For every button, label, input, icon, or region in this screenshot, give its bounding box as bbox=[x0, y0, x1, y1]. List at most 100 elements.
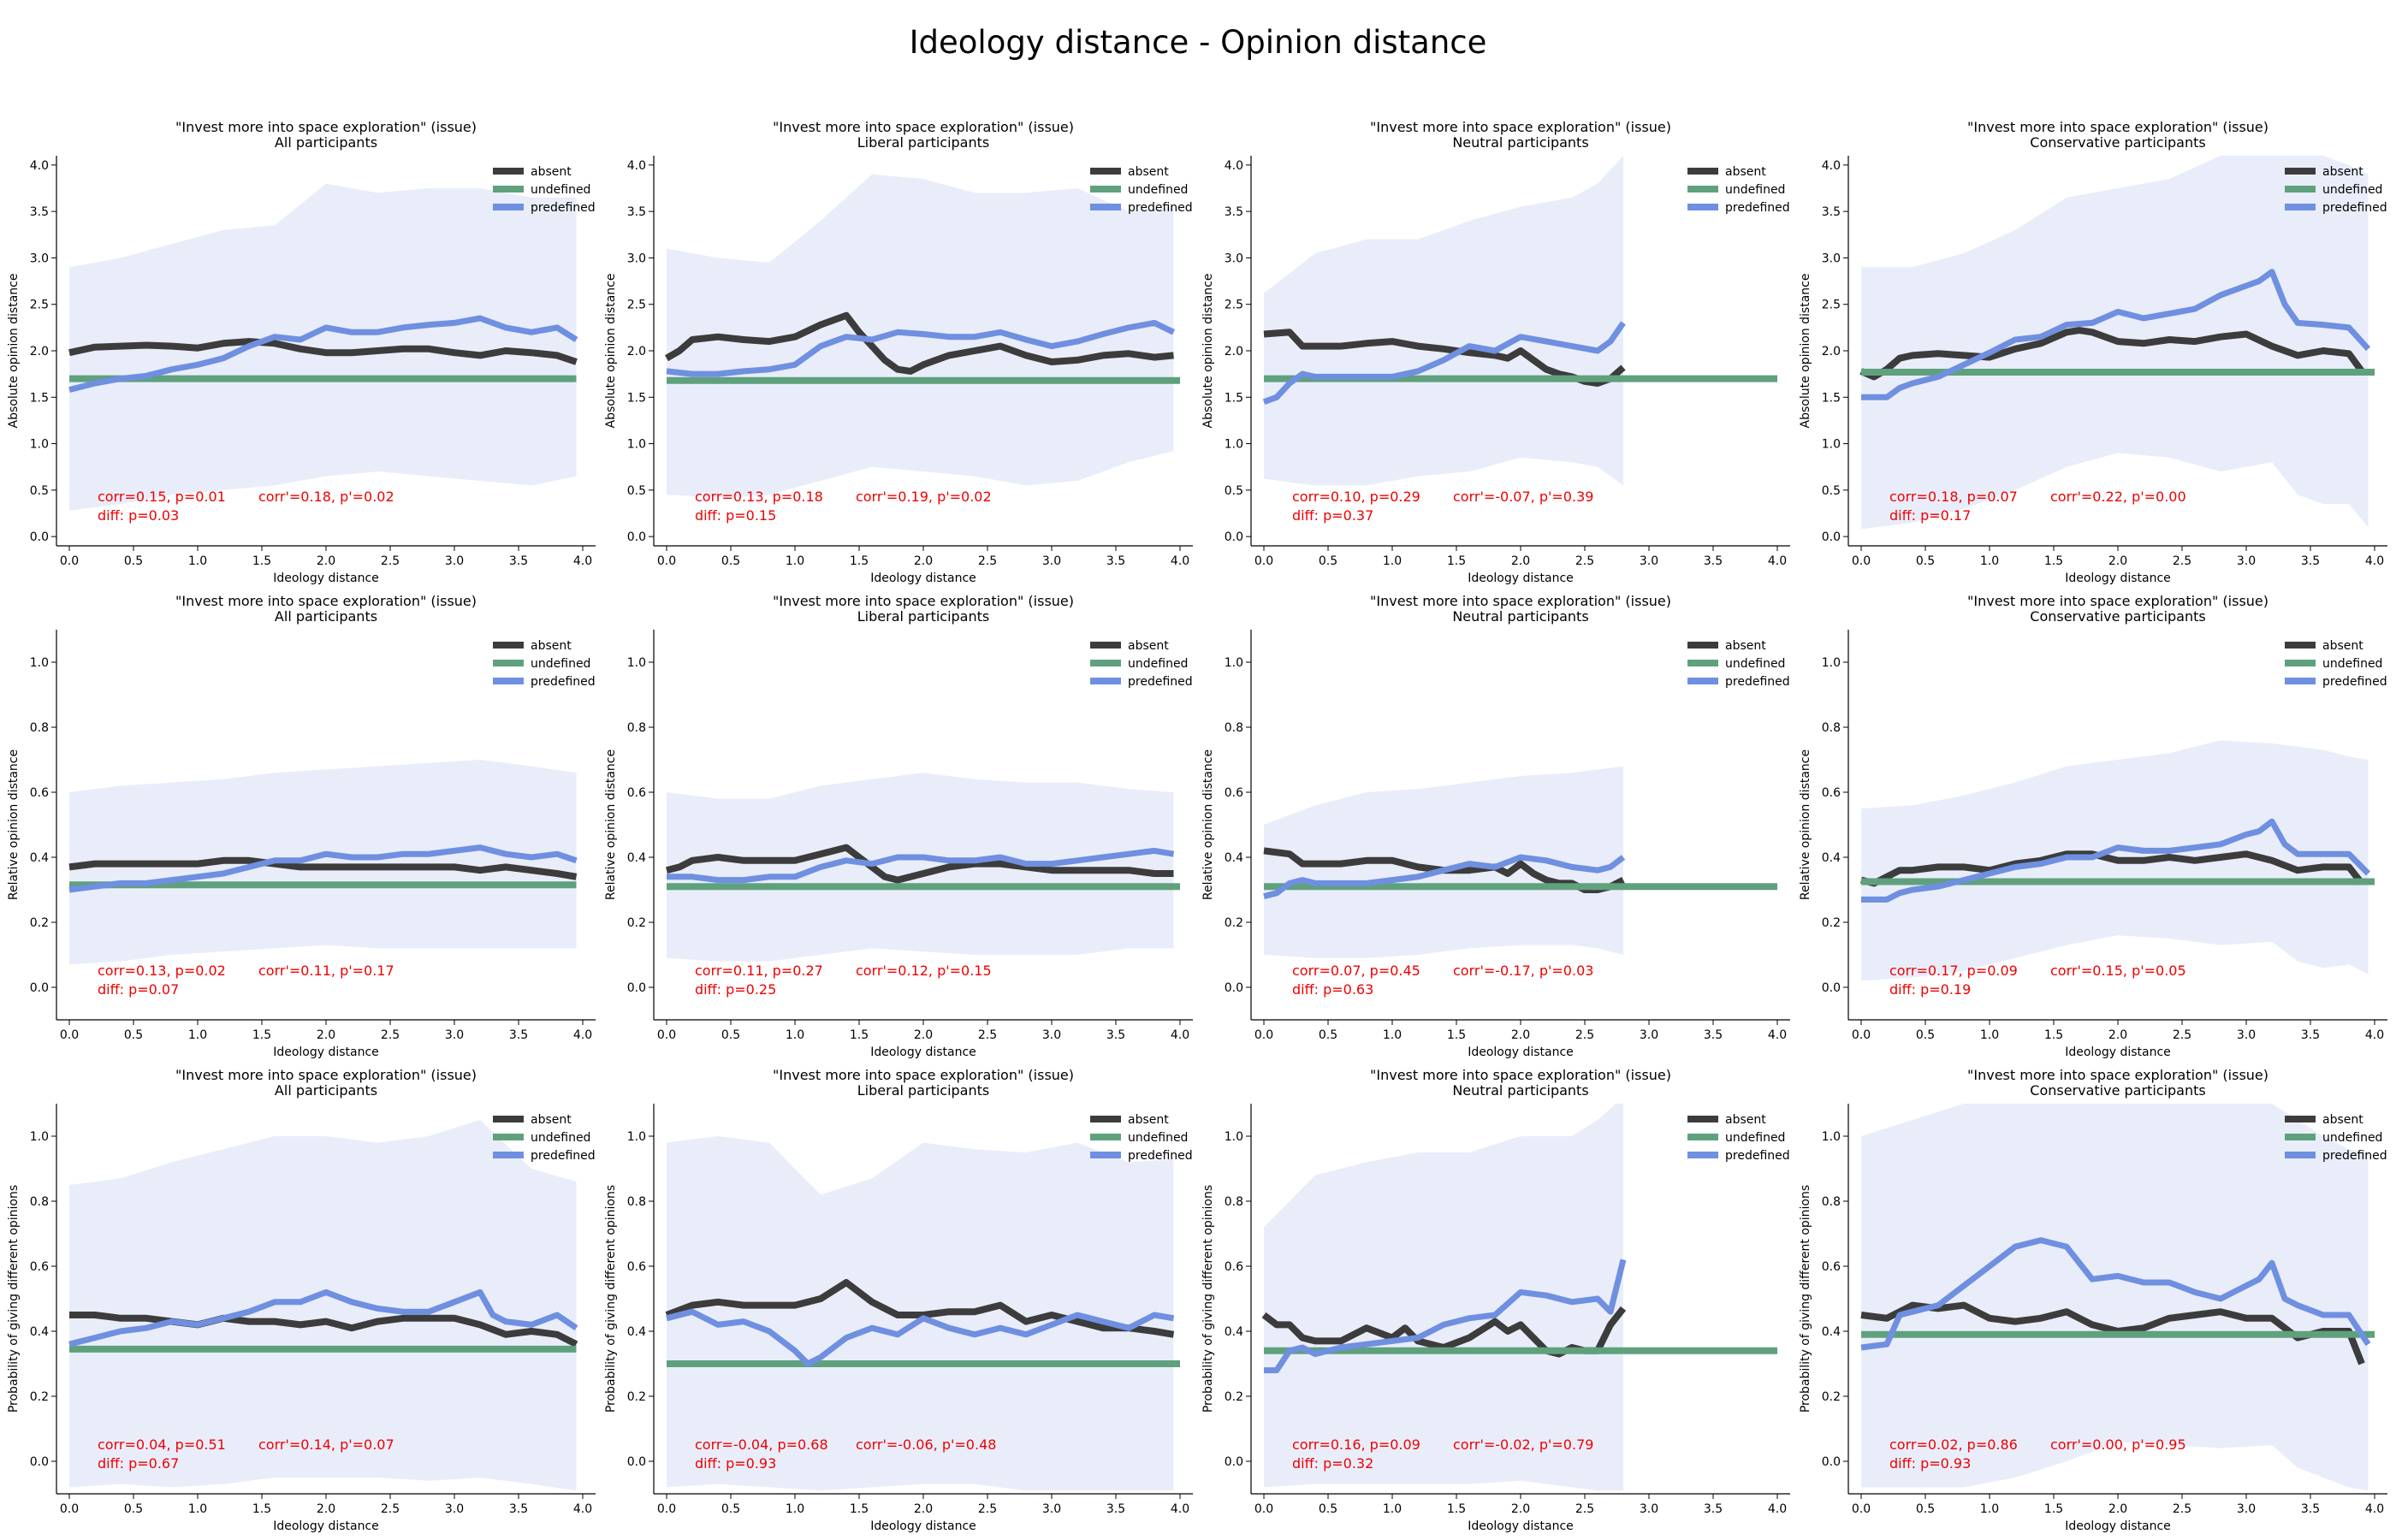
x-axis-label: Ideology distance bbox=[273, 572, 379, 585]
x-tick-label: 1.0 bbox=[1980, 1502, 1999, 1516]
x-tick-label: 0.0 bbox=[657, 1028, 676, 1042]
series-line-absent bbox=[68, 338, 578, 365]
x-tick-label: 0.0 bbox=[657, 554, 676, 568]
x-axis-label: Ideology distance bbox=[870, 572, 976, 585]
y-tick-label: 0.4 bbox=[1822, 851, 1841, 865]
y-tick-label: 1.0 bbox=[30, 1130, 49, 1144]
stats-corr-prime: corr'=0.19, p'=0.02 bbox=[856, 489, 992, 505]
y-tick-label: 0.4 bbox=[30, 851, 49, 865]
y-tick-label: 0.0 bbox=[1822, 530, 1841, 544]
y-axis-label: Relative opinion distance bbox=[1201, 749, 1215, 900]
chart-subtitle: All participants bbox=[275, 1082, 377, 1099]
y-tick-label: 0.0 bbox=[1225, 981, 1243, 995]
x-tick-label: 2.5 bbox=[2173, 1502, 2191, 1516]
y-axis-label: Probability of giving different opinions bbox=[1799, 1185, 1812, 1413]
legend-label-absent: absent bbox=[1725, 639, 1766, 653]
x-tick-label: 1.0 bbox=[1980, 1028, 1999, 1042]
chart-panel-8: "Invest more into space exploration" (is… bbox=[1799, 593, 2387, 1059]
stats-corr-prime: corr'=0.18, p'=0.02 bbox=[258, 489, 394, 505]
legend-label-predefined: predefined bbox=[1725, 201, 1790, 215]
x-tick-label: 3.5 bbox=[1704, 1502, 1723, 1516]
stats-corr: corr=0.15, p=0.01 bbox=[98, 489, 226, 505]
series-line-predefined bbox=[1861, 818, 2370, 903]
x-tick-label: 2.0 bbox=[914, 554, 933, 568]
y-tick-label: 0.5 bbox=[1822, 484, 1841, 498]
stats-corr-prime: corr'=0.00, p'=0.95 bbox=[2050, 1436, 2186, 1453]
stats-corr: corr=0.16, p=0.09 bbox=[1292, 1436, 1420, 1453]
stats-diff: diff: p=0.07 bbox=[98, 981, 179, 998]
chart-subtitle: Conservative participants bbox=[2030, 1082, 2205, 1099]
stats-diff: diff: p=0.25 bbox=[695, 981, 776, 998]
stats-corr-prime: corr'=0.15, p'=0.05 bbox=[2050, 962, 2186, 979]
x-tick-label: 0.0 bbox=[1852, 1502, 1871, 1516]
y-tick-label: 2.5 bbox=[1822, 299, 1841, 312]
legend-label-predefined: predefined bbox=[1725, 1149, 1790, 1163]
y-tick-label: 3.5 bbox=[1225, 205, 1243, 219]
x-tick-label: 3.0 bbox=[2237, 554, 2256, 568]
y-axis-label: Absolute opinion distance bbox=[1799, 274, 1812, 429]
chart-title: "Invest more into space exploration" (is… bbox=[1370, 593, 1671, 609]
stats-corr: corr=0.13, p=0.18 bbox=[695, 489, 823, 505]
x-tick-label: 2.0 bbox=[2108, 1028, 2127, 1042]
x-tick-label: 2.0 bbox=[317, 1028, 335, 1042]
x-tick-label: 2.5 bbox=[978, 1502, 997, 1516]
x-tick-label: 2.5 bbox=[381, 554, 400, 568]
confidence-band bbox=[1264, 156, 1623, 486]
y-axis-label: Probability of giving different opinions bbox=[604, 1185, 618, 1413]
legend-label-predefined: predefined bbox=[1128, 201, 1193, 215]
x-tick-label: 4.0 bbox=[573, 1502, 592, 1516]
x-axis-label: Ideology distance bbox=[1468, 1519, 1574, 1533]
x-tick-label: 1.5 bbox=[2044, 1502, 2063, 1516]
y-tick-label: 0.8 bbox=[627, 1195, 646, 1209]
stats-diff: diff: p=0.93 bbox=[1889, 1455, 1971, 1472]
chart-panel-1: "Invest more into space exploration" (is… bbox=[7, 119, 596, 585]
chart-title: "Invest more into space exploration" (is… bbox=[773, 593, 1074, 609]
x-tick-label: 1.5 bbox=[2044, 1028, 2063, 1042]
chart-panel-7: "Invest more into space exploration" (is… bbox=[1201, 593, 1790, 1059]
legend-label-absent: absent bbox=[2322, 639, 2363, 653]
chart-panel-3: "Invest more into space exploration" (is… bbox=[1201, 119, 1790, 585]
x-tick-label: 0.5 bbox=[1319, 1502, 1337, 1516]
x-tick-label: 2.5 bbox=[381, 1502, 400, 1516]
chart-subtitle: Liberal participants bbox=[857, 1082, 989, 1099]
y-tick-label: 4.0 bbox=[1822, 159, 1841, 173]
y-tick-label: 0.8 bbox=[1225, 1195, 1243, 1209]
y-tick-label: 0.2 bbox=[30, 916, 49, 930]
x-tick-label: 0.0 bbox=[60, 554, 79, 568]
stats-diff: diff: p=0.67 bbox=[98, 1455, 179, 1472]
chart-subtitle: All participants bbox=[275, 608, 377, 625]
x-tick-label: 2.5 bbox=[1575, 1502, 1594, 1516]
y-tick-label: 1.0 bbox=[1225, 438, 1243, 452]
x-tick-label: 2.5 bbox=[1575, 1028, 1594, 1042]
x-tick-label: 3.5 bbox=[2301, 554, 2320, 568]
legend-label-absent: absent bbox=[1128, 165, 1169, 179]
stats-corr: corr=0.18, p=0.07 bbox=[1889, 489, 2018, 505]
chart-title: "Invest more into space exploration" (is… bbox=[175, 119, 477, 135]
y-tick-label: 0.0 bbox=[627, 1455, 646, 1469]
x-tick-label: 2.5 bbox=[1575, 554, 1594, 568]
y-tick-label: 0.8 bbox=[30, 1195, 49, 1209]
chart-title: "Invest more into space exploration" (is… bbox=[1967, 119, 2268, 135]
y-tick-label: 0.0 bbox=[1225, 530, 1243, 544]
x-tick-label: 3.5 bbox=[2301, 1028, 2320, 1042]
y-tick-label: 0.4 bbox=[1822, 1325, 1841, 1339]
legend-label-predefined: predefined bbox=[531, 675, 596, 689]
x-tick-label: 0.5 bbox=[1916, 1028, 1935, 1042]
series-line-predefined bbox=[68, 315, 578, 393]
y-tick-label: 3.5 bbox=[627, 205, 646, 219]
y-tick-label: 1.0 bbox=[627, 438, 646, 452]
x-tick-label: 0.0 bbox=[1852, 1028, 1871, 1042]
x-tick-label: 1.5 bbox=[1447, 1502, 1466, 1516]
legend-label-undefined: undefined bbox=[531, 183, 590, 197]
chart-panel-4: "Invest more into space exploration" (is… bbox=[1799, 119, 2387, 585]
y-tick-label: 0.4 bbox=[627, 851, 646, 865]
y-tick-label: 0.2 bbox=[1225, 916, 1243, 930]
y-tick-label: 0.0 bbox=[1822, 1455, 1841, 1469]
confidence-band bbox=[1264, 1104, 1623, 1491]
y-tick-label: 0.0 bbox=[30, 1455, 49, 1469]
x-tick-label: 2.0 bbox=[914, 1502, 933, 1516]
stats-corr-prime: corr'=0.12, p'=0.15 bbox=[856, 962, 992, 979]
y-tick-label: 0.0 bbox=[627, 530, 646, 544]
series-line-predefined bbox=[1263, 854, 1626, 899]
legend-label-undefined: undefined bbox=[1128, 657, 1188, 671]
